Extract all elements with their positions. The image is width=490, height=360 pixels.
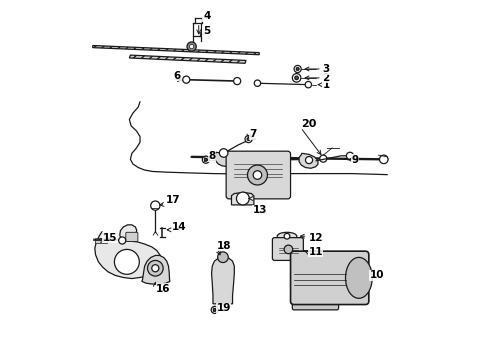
Circle shape: [187, 42, 196, 51]
Text: 2: 2: [322, 73, 330, 83]
Circle shape: [220, 149, 228, 157]
Circle shape: [234, 77, 241, 85]
Text: 8: 8: [209, 151, 216, 161]
Circle shape: [379, 155, 388, 164]
Text: 18: 18: [217, 241, 232, 251]
Circle shape: [119, 237, 126, 244]
Circle shape: [253, 171, 262, 179]
Polygon shape: [212, 257, 234, 304]
Polygon shape: [231, 193, 254, 205]
Circle shape: [245, 135, 252, 143]
Circle shape: [293, 73, 301, 82]
Text: 1: 1: [322, 80, 330, 90]
Circle shape: [202, 156, 209, 163]
Text: 13: 13: [253, 205, 268, 215]
FancyBboxPatch shape: [293, 296, 339, 310]
Text: 14: 14: [172, 222, 187, 232]
FancyBboxPatch shape: [95, 238, 107, 243]
Polygon shape: [95, 225, 161, 279]
FancyBboxPatch shape: [126, 232, 138, 242]
Circle shape: [204, 158, 207, 161]
Text: 17: 17: [166, 194, 181, 204]
Text: 10: 10: [369, 270, 384, 280]
Circle shape: [237, 192, 249, 205]
FancyBboxPatch shape: [291, 251, 369, 305]
Circle shape: [254, 80, 261, 86]
Circle shape: [305, 157, 313, 164]
Text: 5: 5: [203, 26, 210, 36]
Circle shape: [114, 249, 139, 274]
Circle shape: [183, 76, 190, 83]
Ellipse shape: [345, 257, 372, 298]
Circle shape: [213, 309, 216, 311]
Circle shape: [319, 155, 327, 162]
Text: 19: 19: [217, 303, 231, 313]
Circle shape: [152, 265, 159, 272]
Circle shape: [211, 306, 219, 314]
Circle shape: [346, 152, 353, 159]
Text: 3: 3: [322, 64, 330, 74]
Circle shape: [218, 252, 228, 262]
Polygon shape: [93, 45, 259, 55]
Polygon shape: [129, 55, 246, 63]
Text: 6: 6: [174, 71, 181, 81]
Polygon shape: [299, 153, 318, 168]
Circle shape: [296, 68, 299, 71]
Text: 15: 15: [103, 233, 117, 243]
Circle shape: [284, 233, 290, 239]
Text: 9: 9: [351, 155, 358, 165]
Text: 4: 4: [203, 11, 210, 21]
Polygon shape: [215, 152, 234, 166]
Circle shape: [284, 245, 293, 254]
Circle shape: [247, 165, 268, 185]
Circle shape: [294, 66, 301, 72]
Circle shape: [305, 81, 312, 88]
Circle shape: [295, 76, 298, 80]
Circle shape: [151, 201, 160, 210]
Polygon shape: [142, 256, 170, 284]
Text: 11: 11: [308, 247, 323, 257]
Text: 16: 16: [156, 284, 171, 293]
Ellipse shape: [277, 232, 297, 240]
FancyBboxPatch shape: [226, 151, 291, 199]
Text: 12: 12: [308, 233, 323, 243]
Text: 20: 20: [301, 119, 317, 129]
Circle shape: [247, 138, 250, 140]
Circle shape: [190, 44, 194, 49]
Text: 7: 7: [249, 130, 257, 139]
Circle shape: [147, 260, 163, 276]
FancyBboxPatch shape: [272, 238, 303, 260]
